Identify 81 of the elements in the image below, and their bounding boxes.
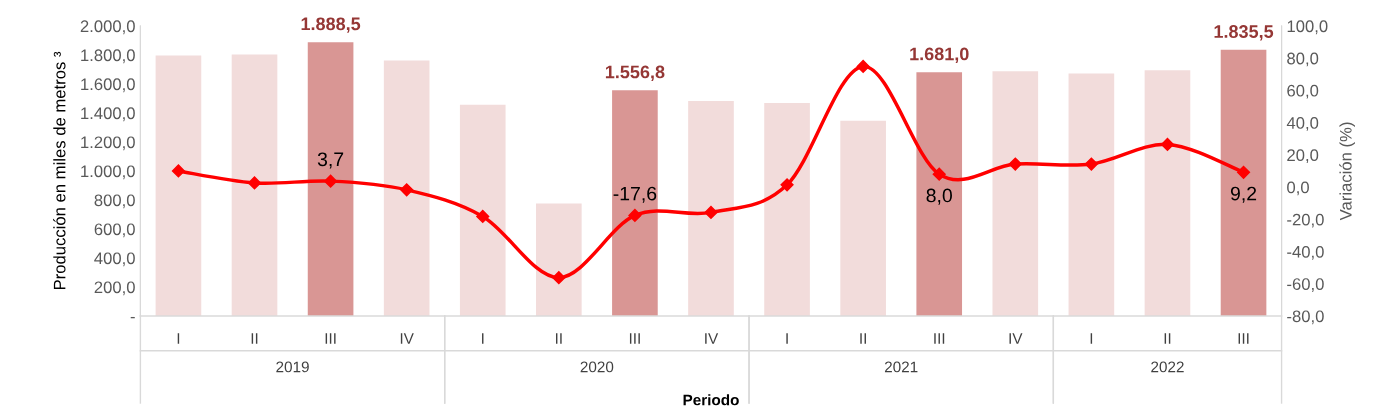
y-tick-label: 1.200,0 — [81, 136, 135, 151]
x-axis-title: Periodo — [683, 394, 739, 406]
text: 2021 — [884, 361, 918, 373]
point — [932, 167, 946, 181]
x-tick-label: I — [786, 333, 788, 344]
y-tick-label: 1.000,0 — [81, 165, 135, 180]
x-tick-label: III — [934, 333, 945, 344]
x-tick-label: II — [860, 333, 866, 344]
bar — [916, 72, 963, 316]
x-tick-label: IV — [705, 333, 719, 344]
data-label: 1.888,5 — [301, 17, 361, 33]
y2-tick-label: 0,0 — [1287, 181, 1309, 196]
bar — [764, 102, 810, 316]
bar — [840, 120, 886, 316]
bar — [1144, 70, 1191, 316]
point — [552, 271, 566, 285]
x-tick-label: I — [177, 333, 180, 344]
bar — [307, 42, 354, 316]
point — [628, 208, 642, 223]
x-tick-label: IV — [400, 333, 414, 344]
data-label: 1.835,5 — [1214, 25, 1274, 41]
y2-tick-label: -20,0 — [1287, 213, 1324, 228]
bar — [155, 55, 202, 316]
y-axis-title: Producción en miles de metros ³ — [53, 51, 66, 290]
y-tick-label: 600,0 — [94, 223, 135, 238]
x-tick-label: III — [1238, 333, 1249, 344]
text: 2019 — [276, 361, 309, 373]
bar — [459, 104, 506, 316]
point — [476, 209, 490, 224]
bar — [1220, 49, 1267, 316]
bar — [612, 90, 658, 316]
y2-tick-label: 80,0 — [1287, 52, 1319, 67]
text: 2020 — [580, 361, 614, 373]
bar — [231, 54, 278, 316]
x-tick-label: II — [251, 333, 258, 344]
y2-axis-title: Variación (%) — [1339, 122, 1355, 221]
x-tick-label: II — [555, 333, 562, 344]
y-tick-label: - — [130, 316, 135, 319]
y-tick-label: 2.000,0 — [80, 20, 135, 35]
point — [780, 178, 794, 192]
point — [247, 176, 262, 190]
y-tick-label: 200,0 — [94, 281, 135, 296]
x-tick-label: I — [482, 333, 484, 344]
data-label: 3,7 — [317, 152, 344, 169]
x-tick-label: IV — [1009, 333, 1023, 344]
y2-tick-label: 60,0 — [1287, 84, 1319, 99]
data-label: 8,0 — [926, 188, 952, 205]
point — [1236, 165, 1251, 179]
x-tick-label: III — [325, 333, 336, 344]
y2-tick-label: 100,0 — [1287, 20, 1328, 35]
y2-tick-label: 40,0 — [1286, 117, 1319, 131]
bar — [1068, 73, 1115, 316]
y-tick-label: 1.600,0 — [81, 78, 135, 93]
y2-tick-label: 20,0 — [1287, 149, 1319, 164]
point — [400, 183, 414, 197]
bar — [536, 203, 582, 316]
point — [1160, 137, 1175, 151]
bar — [688, 100, 734, 316]
data-label: 1.556,8 — [605, 65, 665, 81]
y-tick-label: 400,0 — [94, 252, 135, 267]
y2-tick-label: -80,0 — [1287, 310, 1324, 325]
point — [1008, 157, 1022, 171]
data-label: -17,6 — [613, 186, 657, 203]
data-label: 1.681,0 — [910, 47, 969, 63]
x-tick-label: III — [629, 333, 640, 344]
y2-tick-label: -40,0 — [1287, 245, 1324, 260]
y-tick-label: 800,0 — [94, 194, 135, 209]
y-tick-label: 1.800,0 — [81, 49, 135, 64]
point — [1084, 157, 1098, 171]
point — [171, 164, 186, 178]
data-label: 9,2 — [1230, 186, 1257, 203]
text: 2022 — [1151, 361, 1184, 373]
y2-tick-label: -60,0 — [1287, 278, 1324, 292]
x-tick-label: II — [1164, 333, 1171, 344]
point — [856, 59, 870, 73]
y-tick-label: 1.400,0 — [81, 107, 135, 122]
point — [704, 205, 718, 219]
bar — [992, 71, 1039, 316]
bar — [383, 60, 430, 316]
x-tick-label: I — [1090, 333, 1093, 344]
point — [324, 174, 338, 188]
